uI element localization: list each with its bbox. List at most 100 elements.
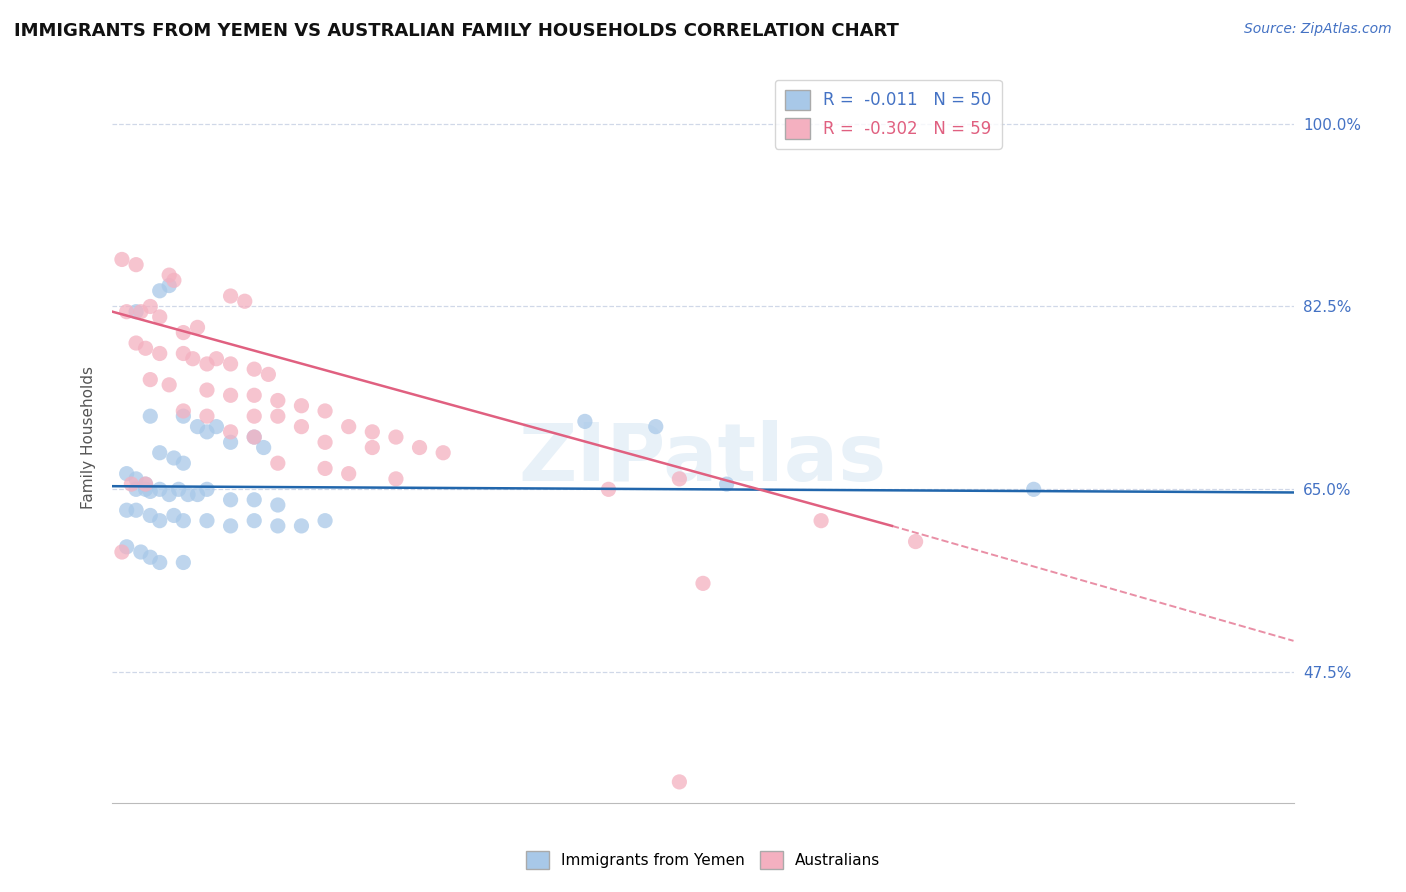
Point (172, 514, 194, 528)
Point (233, 294, 256, 309)
Point (195, 483, 218, 497)
Point (125, 304, 148, 318)
Point (172, 409, 194, 424)
Point (172, 404, 194, 418)
Point (219, 388, 242, 402)
Point (219, 357, 242, 371)
Point (668, 472, 690, 486)
Point (129, 304, 152, 318)
Point (267, 519, 290, 533)
Point (125, 336, 148, 351)
Point (644, 419, 666, 434)
Point (408, 441, 430, 455)
Point (219, 289, 242, 303)
Point (186, 419, 208, 434)
Point (243, 362, 266, 376)
Point (111, 545, 134, 559)
Point (205, 419, 228, 434)
Point (139, 373, 162, 387)
Point (172, 556, 194, 570)
Point (337, 467, 360, 481)
Point (157, 268, 180, 282)
Point (432, 446, 454, 460)
Point (810, 514, 832, 528)
Point (149, 556, 172, 570)
Text: IMMIGRANTS FROM YEMEN VS AUSTRALIAN FAMILY HOUSEHOLDS CORRELATION CHART: IMMIGRANTS FROM YEMEN VS AUSTRALIAN FAMI… (14, 22, 898, 40)
Point (135, 341, 157, 355)
Point (361, 425, 384, 439)
Point (195, 383, 218, 397)
Point (167, 483, 190, 497)
Point (243, 514, 266, 528)
Point (195, 514, 218, 528)
Point (157, 487, 180, 501)
Point (290, 399, 312, 413)
Point (574, 414, 596, 428)
Point (195, 409, 218, 424)
Point (385, 472, 408, 486)
Point (716, 477, 738, 491)
Point (219, 425, 242, 439)
Point (163, 273, 186, 287)
Point (149, 483, 172, 497)
Point (361, 441, 384, 455)
Point (149, 514, 172, 528)
Point (692, 576, 714, 591)
Legend: Immigrants from Yemen, Australians: Immigrants from Yemen, Australians (520, 845, 886, 875)
Text: ZIPatlas: ZIPatlas (519, 420, 887, 498)
Point (177, 487, 200, 501)
Point (243, 388, 266, 402)
Point (257, 368, 280, 382)
Point (125, 483, 148, 497)
Point (129, 545, 152, 559)
Point (139, 484, 162, 499)
Point (243, 409, 266, 424)
Point (172, 326, 194, 340)
Point (115, 467, 138, 481)
Point (163, 450, 186, 465)
Point (314, 514, 336, 528)
Point (149, 284, 172, 298)
Point (125, 472, 148, 486)
Point (139, 409, 162, 424)
Point (172, 456, 194, 470)
Point (598, 483, 620, 497)
Point (149, 346, 172, 360)
Point (195, 357, 218, 371)
Point (115, 304, 138, 318)
Point (172, 346, 194, 360)
Point (125, 258, 148, 272)
Point (120, 477, 142, 491)
Point (135, 483, 157, 497)
Point (186, 320, 208, 334)
Point (135, 477, 157, 491)
Point (314, 461, 336, 475)
Point (904, 534, 927, 549)
Point (139, 300, 162, 314)
Point (314, 435, 336, 450)
Point (267, 393, 290, 408)
Point (195, 425, 218, 439)
Legend: R =  -0.011   N = 50, R =  -0.302   N = 59: R = -0.011 N = 50, R = -0.302 N = 59 (775, 79, 1001, 149)
Point (337, 419, 360, 434)
Point (139, 508, 162, 523)
Point (267, 456, 290, 470)
Point (243, 492, 266, 507)
Point (290, 419, 312, 434)
Point (115, 503, 138, 517)
Point (149, 310, 172, 324)
Point (181, 351, 204, 366)
Point (115, 540, 138, 554)
Point (139, 550, 162, 565)
Point (157, 278, 180, 293)
Point (668, 775, 690, 789)
Point (149, 446, 172, 460)
Point (290, 519, 312, 533)
Point (314, 404, 336, 418)
Point (111, 252, 134, 267)
Y-axis label: Family Households: Family Households (80, 366, 96, 508)
Point (125, 503, 148, 517)
Point (243, 430, 266, 444)
Text: Source: ZipAtlas.com: Source: ZipAtlas.com (1244, 22, 1392, 37)
Point (219, 519, 242, 533)
